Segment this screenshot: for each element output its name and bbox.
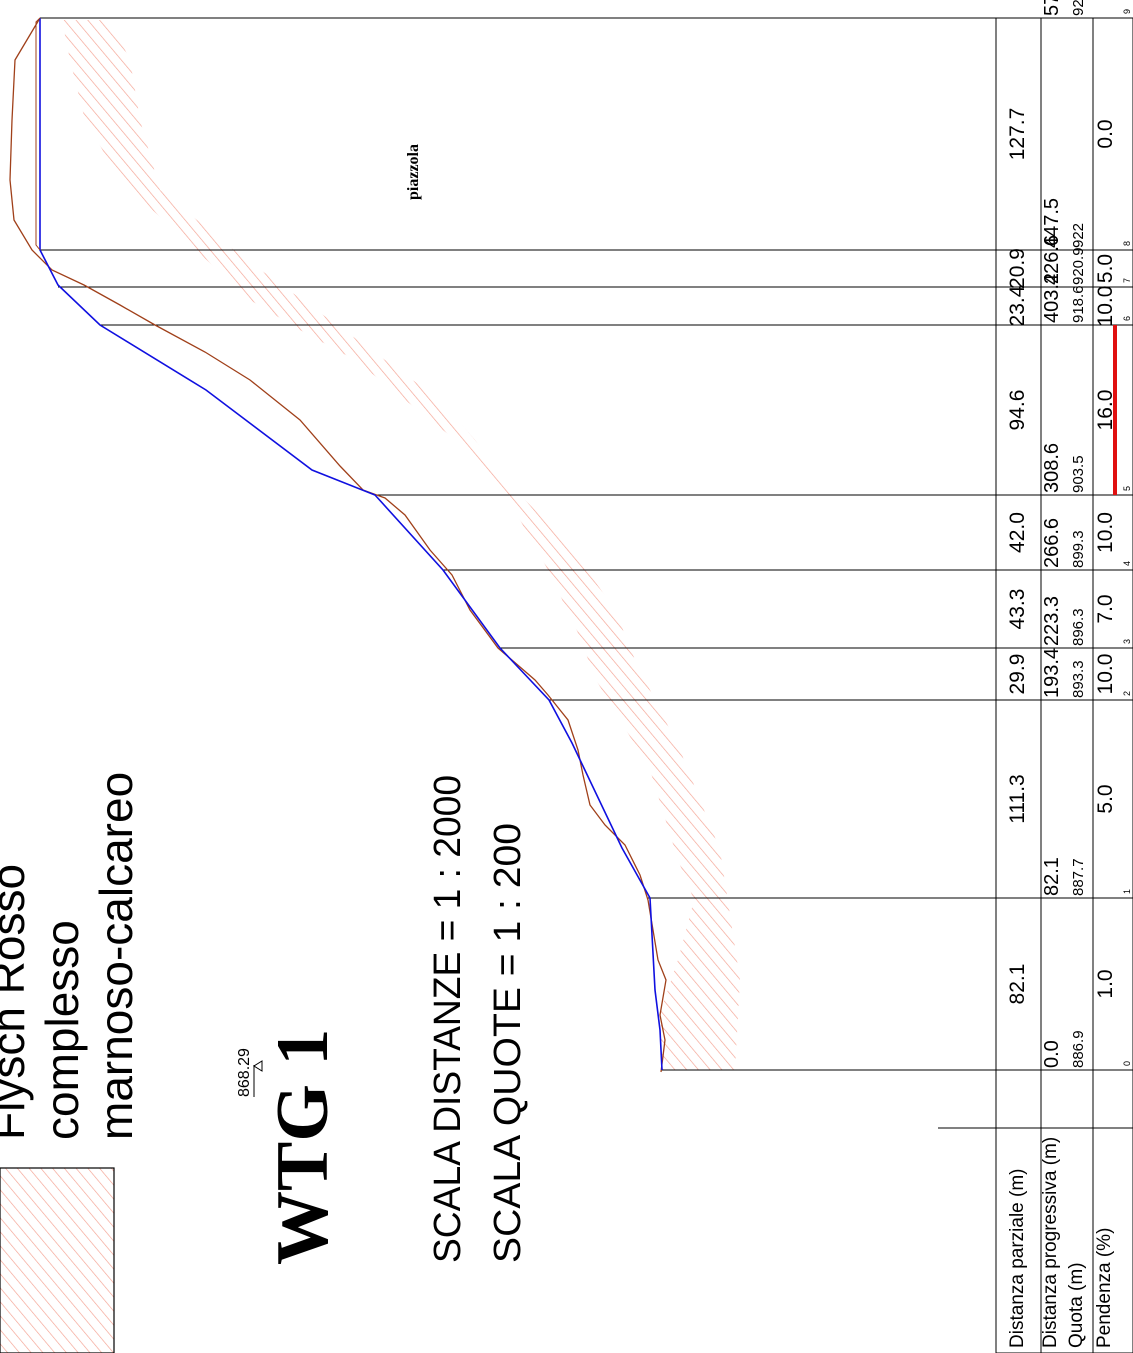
slope-value: 1.0 — [1094, 969, 1117, 998]
partial-value: 42.0 — [1006, 512, 1029, 553]
slope-value: 5.0 — [1094, 784, 1117, 813]
elevation-value: 893.3 — [1070, 660, 1087, 698]
section-number: 4 — [1122, 561, 1132, 566]
progressive-value: 447.5 — [1041, 198, 1063, 248]
datum-value: 868.29 — [236, 1048, 253, 1097]
elevation-value: 918.6 — [1070, 285, 1087, 323]
progressive-value: 308.6 — [1041, 443, 1063, 493]
progressive-value: 82.1 — [1041, 857, 1063, 896]
datum-marker — [253, 1060, 263, 1072]
progressive-value: 223.3 — [1041, 596, 1063, 646]
section-number: 7 — [1122, 278, 1132, 283]
elevation-value: 920.9 — [1070, 247, 1087, 285]
partial-value: 82.1 — [1006, 964, 1029, 1005]
turbine-label: WTG 1 — [262, 1029, 344, 1265]
project-line — [39, 18, 663, 1071]
legend-line-3: marnoso-calcareo — [90, 772, 142, 1140]
geology-hatch-band — [62, 20, 740, 1070]
scale-distances: SCALA DISTANZE = 1 : 2000 — [427, 775, 469, 1263]
slope-value: 16.0 — [1094, 390, 1117, 431]
partial-value: 94.6 — [1006, 390, 1029, 431]
progressive-value: 575.2 — [1041, 0, 1063, 16]
progressive-value: 266.6 — [1041, 518, 1063, 568]
section-number: 5 — [1122, 486, 1132, 491]
progressive-value: 0.0 — [1041, 1040, 1063, 1068]
elevation-value: 899.3 — [1070, 530, 1087, 568]
elevation-value: 896.3 — [1070, 608, 1087, 646]
progressive-value: 193.4 — [1041, 648, 1063, 698]
partial-value: 43.3 — [1006, 589, 1029, 630]
elevation-value: 886.9 — [1070, 1030, 1087, 1068]
row-label-slope: Pendenza (%) — [1094, 1228, 1115, 1348]
partial-value: 23.4 — [1006, 285, 1029, 326]
slope-value: 10.0 — [1094, 286, 1117, 327]
section-number: 3 — [1122, 639, 1132, 644]
rotated-labels: Flysch Rosso complesso marnoso-calcareo … — [0, 144, 529, 1265]
section-number: 1 — [1122, 889, 1132, 894]
partial-value: 111.3 — [1006, 774, 1029, 823]
station-values: 0.0 886.9 0 82.1 887.7 1 193.4 893.3 2 223.3 896.3… — [1041, 0, 1132, 1068]
section-number: 0 — [1122, 1061, 1132, 1066]
slope-value: 7.0 — [1094, 594, 1117, 623]
pad-outline — [35, 17, 41, 251]
legend-line-1: Flysch Rosso — [0, 864, 34, 1140]
progressive-value: 403.2 — [1041, 273, 1063, 323]
slope-value: 5.0 — [1094, 254, 1117, 283]
section-number: 9 — [1122, 9, 1132, 14]
slope-value: 10.0 — [1094, 654, 1117, 695]
elevation-value: 887.7 — [1070, 858, 1087, 896]
section-number: 8 — [1122, 241, 1132, 246]
partial-value: 20.9 — [1006, 248, 1029, 289]
slope-value: 10.0 — [1094, 512, 1117, 553]
row-labels: Distanza parziale (m) Distanza progressi… — [1007, 1137, 1115, 1348]
section-number: 6 — [1122, 316, 1132, 321]
elevation-value: 903.5 — [1070, 455, 1087, 493]
progressive-value: 426.6 — [1041, 235, 1063, 285]
row-label-partial: Distanza parziale (m) — [1007, 1169, 1028, 1349]
legend-line-2: complesso — [36, 920, 88, 1140]
elevation-value: 922 — [1070, 223, 1087, 248]
scale-heights: SCALA QUOTE = 1 : 200 — [487, 823, 529, 1263]
row-label-elevation: Quota (m) — [1066, 1262, 1087, 1348]
row-label-progressive: Distanza progressiva (m) — [1040, 1137, 1061, 1348]
section-number: 2 — [1122, 691, 1132, 696]
elevation-value: 922 — [1070, 0, 1087, 16]
slope-value: 0.0 — [1094, 119, 1117, 148]
legend-hatch-swatch — [0, 1167, 115, 1353]
segment-values: 82.1 1.0 111.3 5.0 29.9 10.0 43.3 7.0 42.0 10.0 94… — [1006, 108, 1117, 1005]
partial-value: 29.9 — [1006, 654, 1029, 695]
pad-label: piazzola — [405, 144, 422, 200]
station-lines — [40, 17, 1133, 1071]
partial-value: 127.7 — [1006, 108, 1029, 161]
